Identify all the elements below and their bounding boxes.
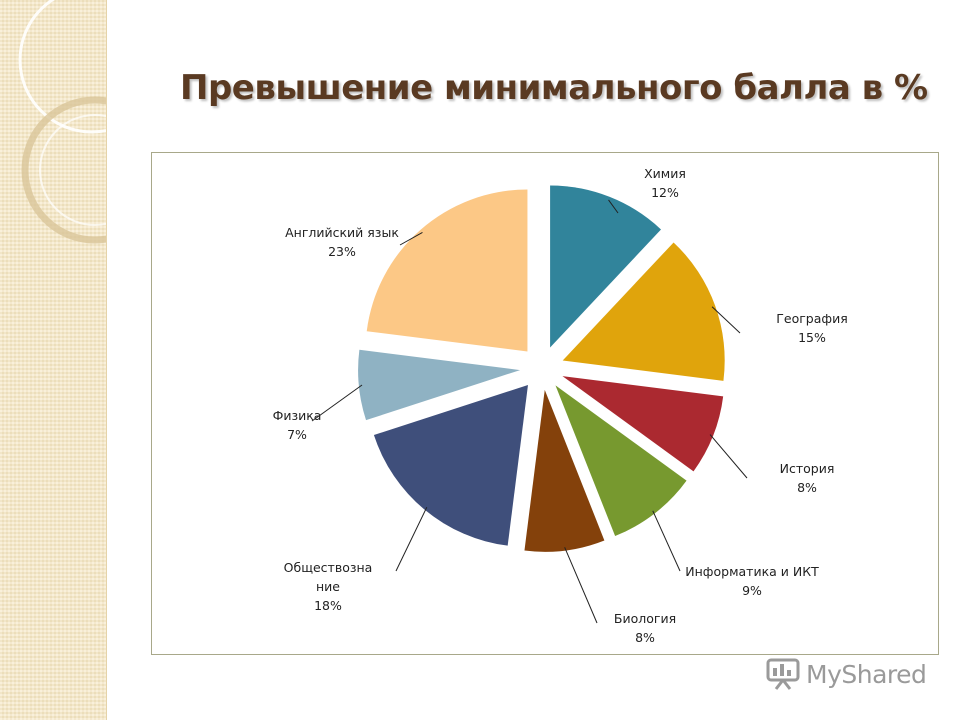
slice-label: Физика	[273, 408, 322, 423]
decorative-rings	[18, 0, 106, 244]
slice-percent-label: 8%	[635, 630, 655, 645]
leader-line	[395, 507, 428, 572]
slice-percent-label: 9%	[742, 583, 762, 598]
leader-line	[564, 547, 598, 624]
pie-slice	[555, 385, 687, 537]
watermark-text: MyShared	[806, 659, 927, 689]
leader-line	[711, 306, 741, 334]
slice-percent-label: 12%	[651, 185, 679, 200]
slice-percent-label: 23%	[328, 244, 356, 259]
strip-divider	[106, 0, 107, 720]
slice-percent-label: 18%	[314, 598, 342, 613]
pie-slice	[562, 242, 725, 381]
slice-percent-label: 7%	[287, 427, 307, 442]
pie-slice	[373, 384, 528, 546]
pie-slice	[524, 389, 605, 552]
side-decor-strip	[0, 0, 106, 720]
slice-label: География	[776, 311, 847, 326]
slice-percent-label: 8%	[797, 480, 817, 495]
leader-line	[608, 199, 619, 214]
chart-frame: Химия 12% География 15% История 8% Информатика…	[151, 152, 939, 655]
slice-label: Химия	[644, 166, 686, 181]
leader-line	[709, 434, 748, 479]
slice-label: История	[780, 461, 835, 476]
deco-ring-2	[21, 96, 106, 244]
leader-line	[311, 384, 363, 422]
pie-slice	[562, 376, 724, 472]
slice-label: Информатика и ИКТ	[685, 564, 819, 579]
pie-slice	[358, 349, 521, 421]
deco-ring-1	[18, 0, 106, 134]
deco-ring-3	[39, 114, 106, 226]
pie-slice	[550, 185, 661, 348]
watermark-logo: MyShared	[766, 656, 927, 692]
leader-line	[652, 510, 681, 572]
slice-label: Английский язык	[285, 225, 399, 240]
slice-label: Биология	[614, 611, 676, 626]
slice-label: ние	[316, 579, 340, 594]
slice-label: Обществозна	[284, 560, 373, 575]
pie-slice	[366, 189, 528, 352]
pie-chart: Химия 12% География 15% История 8% Информатика…	[273, 166, 848, 645]
leader-line	[399, 231, 423, 246]
slide-title: Превышение минимального балла в %	[180, 68, 928, 108]
slice-percent-label: 15%	[798, 330, 826, 345]
presentation-board-icon	[766, 658, 800, 690]
